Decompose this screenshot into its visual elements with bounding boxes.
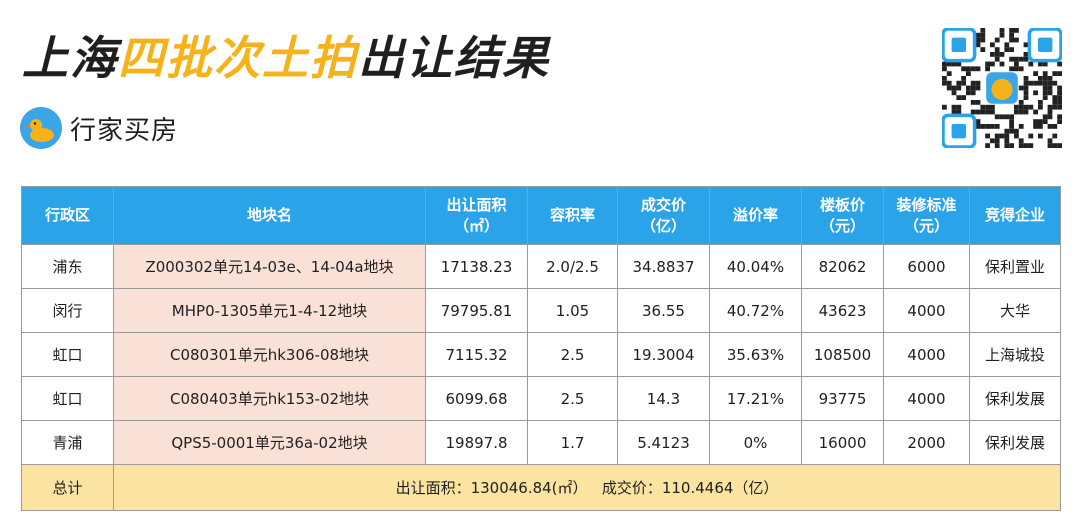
plot-name-cell: C080301单元hk306-08地块 (113, 332, 426, 377)
plot-name-cell: Z000302单元14-03e、14-04a地块 (113, 244, 426, 289)
column-header: 地块名 (113, 186, 426, 245)
column-header-unit: （㎡） (453, 216, 499, 235)
table-cell: 6099.68 (425, 376, 528, 421)
table-cell: 4000 (883, 332, 970, 377)
table-cell: 40.04% (709, 244, 802, 289)
column-header-label: 出让面积 (446, 195, 507, 214)
brand: 行家买房 (20, 105, 178, 151)
table-cell: 保利发展 (969, 420, 1061, 465)
column-header: 楼板价 （元） (801, 186, 884, 245)
column-header-unit: （亿） (640, 216, 686, 235)
total-summary: 出让面积：130046.84(㎡） 成交价：110.4464（亿） (113, 464, 1061, 511)
table-cell: 保利置业 (969, 244, 1061, 289)
column-header: 出让面积 （㎡） (425, 186, 528, 245)
table-header-row: 行政区 地块名 出让面积 （㎡） 容积率 成交价 （亿） 溢价率 楼板价 （元） 装修标准 （元） 竞得… (21, 186, 1061, 245)
table-cell: 82062 (801, 244, 884, 289)
table-cell: 17138.23 (425, 244, 528, 289)
table-row: 闵行 MHP0-1305单元1-4-12地块 79795.81 1.05 36.55 40… (21, 288, 1061, 333)
table-cell: 1.05 (527, 288, 618, 333)
table-cell: 36.55 (617, 288, 710, 333)
table-cell: 闵行 (21, 288, 114, 333)
table-cell: 34.8837 (617, 244, 710, 289)
column-header-label: 楼板价 (819, 195, 865, 214)
table-cell: 4000 (883, 288, 970, 333)
table-row: 青浦 QPS5-0001单元36a-02地块 19897.8 1.7 5.4123 0% 1… (21, 420, 1061, 465)
land-auction-table: 行政区 地块名 出让面积 （㎡） 容积率 成交价 （亿） 溢价率 楼板价 （元） 装修标准 （元） 竞得… (21, 186, 1061, 511)
title-part-1: 上海 (22, 31, 118, 85)
column-header-label: 竞得企业 (984, 206, 1045, 224)
column-header-label: 溢价率 (732, 206, 778, 224)
column-header-unit: （元） (819, 216, 865, 235)
column-header: 竞得企业 (969, 186, 1061, 245)
table-cell: 2000 (883, 420, 970, 465)
column-header-label: 行政区 (44, 206, 90, 224)
table-cell: 保利发展 (969, 376, 1061, 421)
column-header-unit: （元） (903, 216, 949, 235)
table-cell: 2.5 (527, 332, 618, 377)
total-label: 总计 (21, 464, 114, 511)
table-cell: 2.5 (527, 376, 618, 421)
plot-name-cell: C080403单元hk153-02地块 (113, 376, 426, 421)
plot-name-cell: QPS5-0001单元36a-02地块 (113, 420, 426, 465)
table-cell: 4000 (883, 376, 970, 421)
table-cell: 93775 (801, 376, 884, 421)
table-cell: 79795.81 (425, 288, 528, 333)
column-header: 溢价率 (709, 186, 802, 245)
table-cell: 35.63% (709, 332, 802, 377)
table-cell: 19.3004 (617, 332, 710, 377)
column-header: 容积率 (527, 186, 618, 245)
table-cell: 青浦 (21, 420, 114, 465)
title-part-2: 四批次土拍 (118, 31, 358, 85)
brand-name: 行家买房 (70, 115, 179, 146)
column-header: 成交价 （亿） (617, 186, 710, 245)
table-cell: 5.4123 (617, 420, 710, 465)
table-cell: 19897.8 (425, 420, 528, 465)
column-header-label: 地块名 (246, 206, 292, 224)
table-cell: 16000 (801, 420, 884, 465)
table-cell: 2.0/2.5 (527, 244, 618, 289)
table-cell: 43623 (801, 288, 884, 333)
table-cell: 大华 (969, 288, 1061, 333)
column-header: 行政区 (21, 186, 114, 245)
column-header: 装修标准 （元） (883, 186, 970, 245)
table-cell: 14.3 (617, 376, 710, 421)
table-cell: 40.72% (709, 288, 802, 333)
column-header-label: 成交价 (640, 195, 686, 214)
table-cell: 7115.32 (425, 332, 528, 377)
total-row: 总计 出让面积：130046.84(㎡） 成交价：110.4464（亿） (21, 464, 1061, 511)
table-cell: 108500 (801, 332, 884, 377)
duck-logo-icon (20, 107, 62, 149)
page-title: 上海四批次土拍出让结果 (22, 22, 550, 85)
table-row: 虹口 C080301单元hk306-08地块 7115.32 2.5 19.3004 35… (21, 332, 1061, 377)
table-cell: 上海城投 (969, 332, 1061, 377)
table-row: 虹口 C080403单元hk153-02地块 6099.68 2.5 14.3 17.21… (21, 376, 1061, 421)
table-cell: 1.7 (527, 420, 618, 465)
table-cell: 0% (709, 420, 802, 465)
table-row: 浦东 Z000302单元14-03e、14-04a地块 17138.23 2.0/2.… (21, 244, 1061, 289)
table-cell: 17.21% (709, 376, 802, 421)
qr-code-icon (941, 27, 1063, 149)
table-cell: 虹口 (21, 332, 114, 377)
table-cell: 浦东 (21, 244, 114, 289)
column-header-label: 装修标准 (896, 195, 957, 214)
plot-name-cell: MHP0-1305单元1-4-12地块 (113, 288, 426, 333)
title-part-3: 出让结果 (358, 31, 550, 85)
table-cell: 虹口 (21, 376, 114, 421)
column-header-label: 容积率 (549, 206, 595, 224)
table-cell: 6000 (883, 244, 970, 289)
